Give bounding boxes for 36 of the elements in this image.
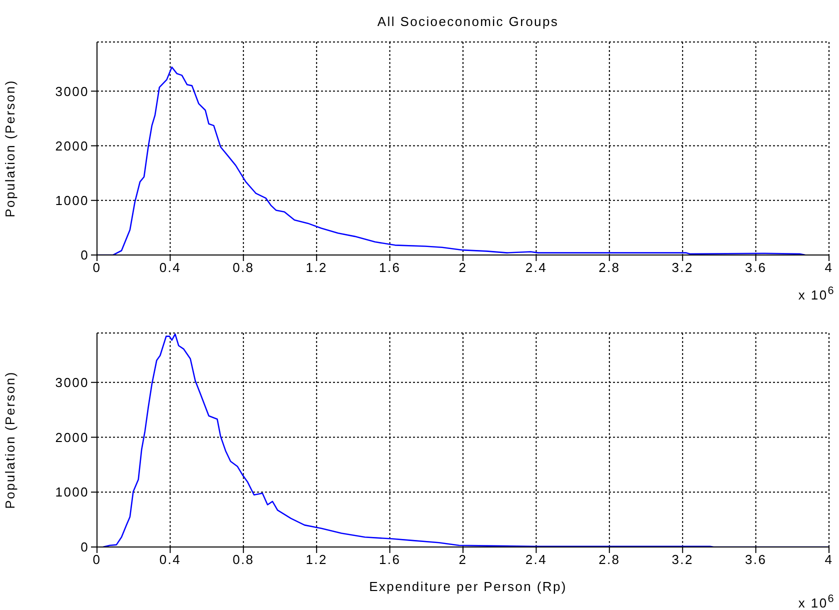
y-tick-label: 3000 [55,375,89,390]
y-tick-label: 0 [80,248,89,263]
x-tick-label: 3.2 [672,260,694,276]
x-tick-label: 3.6 [744,552,767,568]
x-tick-label: 2 [458,552,468,568]
text: x 10$^{6}$ [798,285,835,302]
y-axis-title: Population (Person) [2,80,18,218]
text: x 10$^{6}$ [798,593,835,610]
x-tick-label: 1.6 [378,552,401,568]
y-tick-label: 3000 [55,84,89,99]
x-tick-label: 1.6 [378,260,401,276]
x-tick-label: 4 [824,552,834,568]
x-tick-label: 0.4 [159,260,182,276]
y-tick-label: 1000 [55,193,89,208]
y-tick-label: 2000 [55,430,89,445]
x-tick-label: 2.4 [525,552,548,568]
x-tick-label: 4 [824,260,834,276]
x-tick-label: 0 [92,552,102,568]
y-tick-label: 2000 [55,138,89,154]
x-tick-label: 1.2 [306,260,328,276]
x-tick-label: 3.2 [672,552,694,568]
x-tick-label: 0.4 [159,552,182,568]
x-tick-label: 0 [92,260,102,276]
x-tick-label: 0.8 [232,260,254,276]
y-tick-label: 1000 [55,484,89,500]
x-axis-title: Expenditure per Person (Rp) [368,579,568,594]
x-tick-label: 3.6 [744,260,767,276]
x-tick-label: 1.2 [306,552,328,568]
x-tick-label: 2.8 [598,552,620,568]
x-tick-label: 0.8 [232,552,254,568]
y-axis-title: Population (Person) [2,371,18,509]
x-tick-label: 2.8 [598,260,620,276]
x-tick-label: 2.4 [525,260,548,276]
y-tick-label: 0 [80,540,89,555]
x-tick-label: 2 [458,260,468,276]
chart-title: All Socioeconomic Groups [376,14,560,29]
